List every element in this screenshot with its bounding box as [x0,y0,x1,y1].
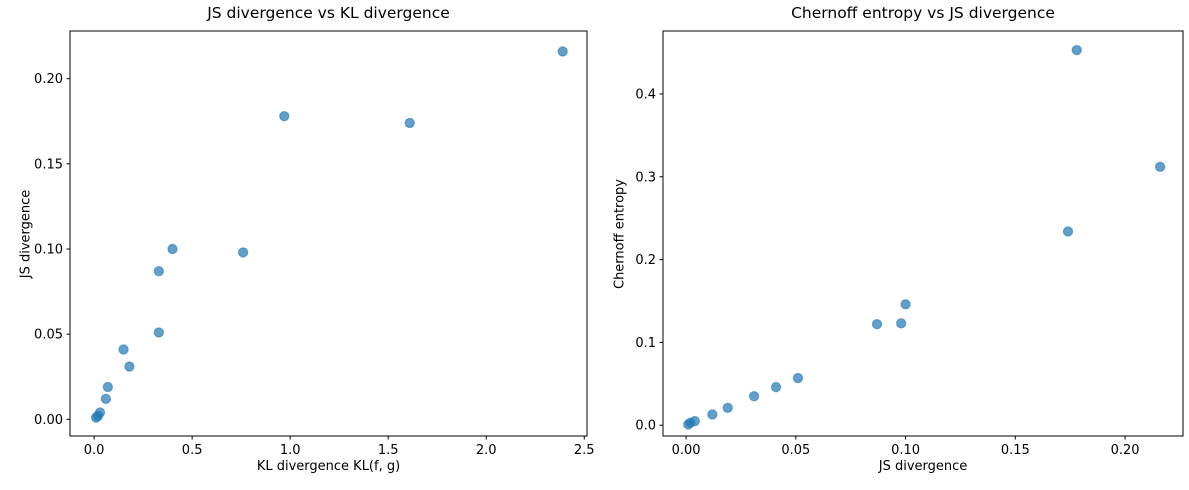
scatter-point [279,110,290,122]
left-plot-yaxis-label: JS divergence [18,189,34,279]
plot-js-vs-kl: 0.0 0.5 1.0 1.5 2.0 2.5 0.00 0.05 0.10 0.15 0.20 [34,30,595,458]
scatter-point [167,243,178,255]
right-plot-title: Chernoff entropy vs JS divergence [791,4,1055,22]
right-plot-yaxis-label: Chernoff entropy [612,178,628,290]
x-tick-label: 1.0 [280,443,301,458]
x-tick-label: 0.00 [672,443,701,458]
x-tick-label: 0.15 [1001,443,1030,458]
x-tick-label: 0.10 [891,443,920,458]
scatter-point [871,318,883,330]
x-tick-label: 2.5 [574,443,595,458]
y-tick-label: 0.1 [635,336,656,351]
y-tick-label: 0.10 [34,242,63,257]
axes-spines [69,30,588,437]
x-tick-label: 0.20 [1111,443,1140,458]
right-plot-xaxis-label: JS divergence [878,459,968,474]
scatter-point [1062,226,1074,237]
x-tick-label: 0.5 [182,443,203,458]
scatter-point [1154,161,1166,173]
y-tick-label: 0.00 [34,413,63,428]
y-tick-label: 0.3 [635,170,656,185]
plot-chernoff-vs-js: 0.00 0.05 0.10 0.15 0.20 0.0 0.1 0.2 0.3 0.4 [635,30,1184,458]
left-plot-title: JS divergence vs KL divergence [207,4,450,22]
scatter-point [722,402,733,414]
scatter-point [792,372,804,384]
y-tick-label: 0.05 [34,328,63,343]
y-tick-label: 0.20 [34,72,63,87]
x-tick-label: 0.05 [781,443,810,458]
scatter-point [770,381,782,393]
scatter-point [237,247,249,258]
scatter-point [404,117,415,129]
scatter-point [707,409,718,420]
scatter-point [900,299,911,310]
scatter-point [153,327,165,338]
y-tick-label: 0.4 [635,87,656,102]
axes-spines [662,30,1184,437]
scatter-point [124,361,135,372]
scatter-point [118,344,129,355]
x-tick-label: 2.0 [476,443,497,458]
scatter-point [100,393,112,405]
scatter-point [153,265,165,277]
y-tick-label: 0.0 [635,419,656,434]
scatter-point [102,381,114,393]
scatter-point [748,391,760,402]
y-tick-label: 0.15 [34,157,63,172]
scatter-point [557,46,568,57]
scatter-point [689,415,701,427]
x-tick-label: 1.5 [378,443,399,458]
scatter-point [94,407,106,418]
y-tick-label: 0.2 [635,253,656,268]
x-tick-label: 0.0 [84,443,105,458]
scatter-point [895,318,907,329]
scatter-point [1071,44,1082,56]
left-plot-xaxis-label: KL divergence KL(f, g) [256,459,401,474]
